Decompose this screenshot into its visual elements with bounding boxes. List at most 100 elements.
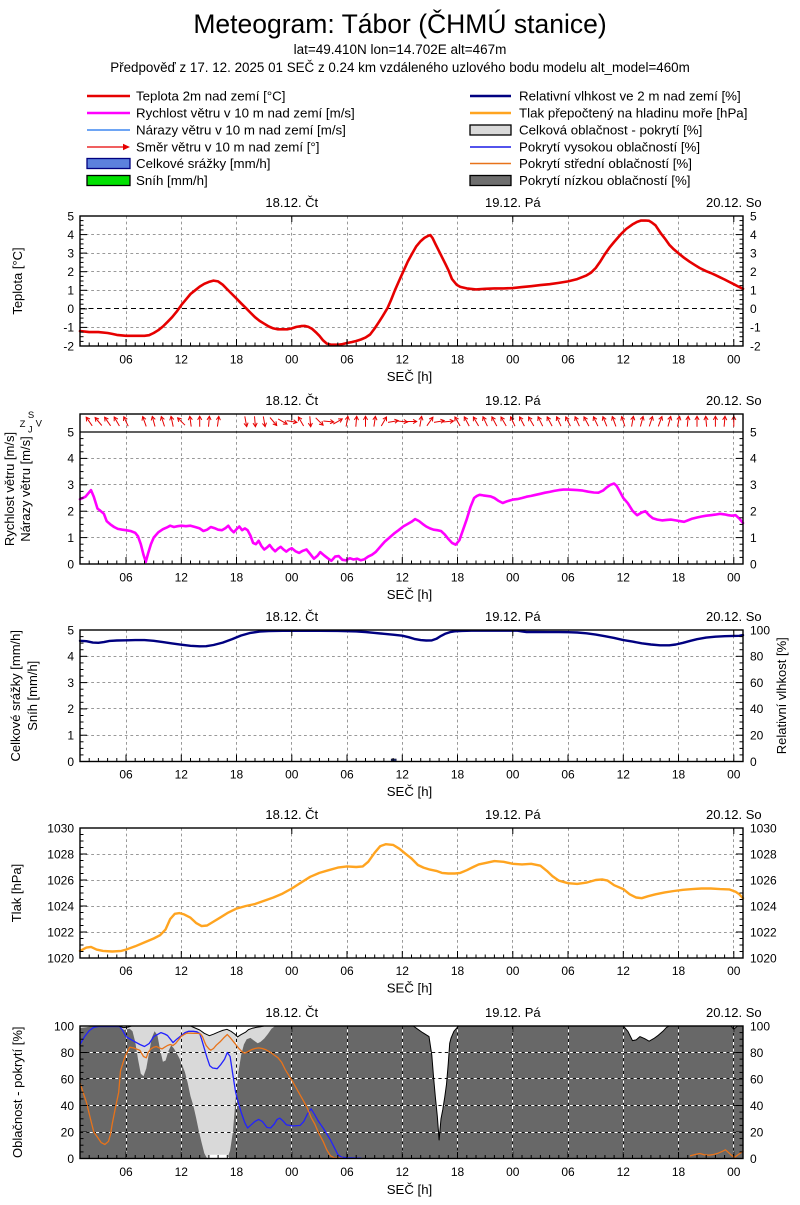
svg-text:1022: 1022 [750, 925, 777, 939]
svg-text:18: 18 [230, 353, 244, 367]
svg-text:60: 60 [750, 676, 764, 690]
svg-text:00: 00 [727, 1165, 741, 1179]
svg-text:2: 2 [67, 505, 74, 519]
svg-text:18.12. Čt: 18.12. Čt [265, 609, 318, 624]
svg-text:V: V [36, 419, 43, 430]
svg-text:Teplota [°C]: Teplota [°C] [10, 247, 25, 314]
svg-text:18: 18 [672, 964, 686, 978]
svg-text:06: 06 [119, 353, 133, 367]
svg-text:20.12. So: 20.12. So [706, 609, 762, 624]
svg-text:S: S [28, 410, 34, 421]
svg-text:00: 00 [285, 768, 299, 782]
svg-text:5: 5 [750, 209, 757, 223]
svg-text:Předpověď z 17. 12. 2025 01 SE: Předpověď z 17. 12. 2025 01 SEČ z 0.24 k… [110, 60, 690, 75]
svg-text:1026: 1026 [750, 873, 777, 887]
svg-text:Celkové srážky [mm/h]: Celkové srážky [mm/h] [8, 630, 23, 761]
svg-text:1: 1 [67, 531, 74, 545]
svg-text:12: 12 [396, 353, 410, 367]
svg-text:0: 0 [750, 302, 757, 316]
svg-text:Nárazy větru [m/s]: Nárazy větru [m/s] [18, 436, 33, 541]
svg-text:SEČ [h]: SEČ [h] [387, 587, 432, 602]
svg-text:4: 4 [750, 228, 757, 242]
svg-text:Pokrytí nízkou oblačností [%]: Pokrytí nízkou oblačností [%] [519, 173, 690, 188]
svg-text:18.12. Čt: 18.12. Čt [265, 393, 318, 408]
svg-text:06: 06 [561, 353, 575, 367]
svg-text:0: 0 [67, 557, 74, 571]
svg-text:100: 100 [750, 623, 770, 637]
svg-text:Rychlost větru [m/s]: Rychlost větru [m/s] [2, 432, 17, 546]
svg-text:80: 80 [61, 1046, 75, 1060]
svg-text:18: 18 [230, 964, 244, 978]
svg-text:0: 0 [67, 755, 74, 769]
svg-text:1022: 1022 [47, 925, 74, 939]
svg-text:18: 18 [672, 571, 686, 585]
svg-text:1030: 1030 [750, 821, 777, 835]
svg-text:5: 5 [750, 425, 757, 439]
svg-text:2: 2 [750, 265, 757, 279]
svg-text:0: 0 [67, 1152, 74, 1166]
svg-text:80: 80 [750, 1046, 764, 1060]
svg-text:00: 00 [727, 768, 741, 782]
svg-text:12: 12 [175, 571, 189, 585]
svg-text:00: 00 [285, 1165, 299, 1179]
svg-text:06: 06 [561, 768, 575, 782]
svg-text:00: 00 [506, 964, 520, 978]
svg-text:19.12. Pá: 19.12. Pá [485, 1005, 541, 1020]
svg-text:0: 0 [750, 1152, 757, 1166]
svg-text:100: 100 [750, 1019, 770, 1033]
svg-text:2: 2 [67, 702, 74, 716]
svg-text:06: 06 [340, 964, 354, 978]
svg-text:3: 3 [67, 246, 74, 260]
svg-text:3: 3 [67, 478, 74, 492]
svg-text:00: 00 [285, 353, 299, 367]
svg-text:06: 06 [561, 1165, 575, 1179]
svg-text:20.12. So: 20.12. So [706, 393, 762, 408]
svg-text:12: 12 [396, 964, 410, 978]
svg-text:06: 06 [340, 768, 354, 782]
svg-text:1: 1 [750, 531, 757, 545]
svg-text:lat=49.410N lon=14.702E alt=46: lat=49.410N lon=14.702E alt=467m [294, 42, 507, 57]
svg-text:18.12. Čt: 18.12. Čt [265, 807, 318, 822]
svg-text:Směr větru v 10 m nad zemí [°]: Směr větru v 10 m nad zemí [°] [136, 140, 319, 155]
svg-text:00: 00 [285, 571, 299, 585]
svg-text:06: 06 [561, 964, 575, 978]
svg-text:3: 3 [750, 246, 757, 260]
svg-text:-1: -1 [63, 321, 74, 335]
svg-text:SEČ [h]: SEČ [h] [387, 784, 432, 799]
svg-text:18: 18 [451, 353, 465, 367]
svg-text:Celková oblačnost - pokrytí [%: Celková oblačnost - pokrytí [%] [519, 123, 702, 138]
svg-text:5: 5 [67, 623, 74, 637]
svg-text:2: 2 [67, 265, 74, 279]
svg-text:12: 12 [617, 768, 631, 782]
svg-text:Relativní vlhkost [%]: Relativní vlhkost [%] [774, 637, 789, 754]
svg-text:SEČ [h]: SEČ [h] [387, 1182, 432, 1197]
svg-text:18: 18 [672, 353, 686, 367]
svg-text:2: 2 [750, 505, 757, 519]
svg-text:1028: 1028 [750, 847, 777, 861]
svg-text:1020: 1020 [47, 951, 74, 965]
svg-text:12: 12 [175, 353, 189, 367]
svg-text:1: 1 [67, 284, 74, 298]
svg-text:Nárazy větru v 10 m nad zemí [: Nárazy větru v 10 m nad zemí [m/s] [136, 123, 346, 138]
svg-text:20.12. So: 20.12. So [706, 1005, 762, 1020]
svg-text:Tlak přepočtený na hladinu moř: Tlak přepočtený na hladinu moře [hPa] [519, 106, 747, 121]
svg-text:1024: 1024 [47, 899, 74, 913]
svg-text:19.12. Pá: 19.12. Pá [485, 609, 541, 624]
svg-text:18: 18 [451, 571, 465, 585]
svg-text:06: 06 [340, 353, 354, 367]
svg-text:4: 4 [750, 452, 757, 466]
svg-text:4: 4 [67, 452, 74, 466]
svg-text:06: 06 [119, 571, 133, 585]
svg-text:12: 12 [396, 571, 410, 585]
svg-text:1026: 1026 [47, 873, 74, 887]
svg-text:4: 4 [67, 650, 74, 664]
svg-text:20: 20 [750, 1125, 764, 1139]
svg-text:18: 18 [230, 768, 244, 782]
svg-text:0: 0 [750, 755, 757, 769]
svg-text:18: 18 [451, 1165, 465, 1179]
svg-text:Oblačnost - pokrytí [%]: Oblačnost - pokrytí [%] [10, 1027, 25, 1159]
svg-text:06: 06 [119, 964, 133, 978]
svg-text:06: 06 [340, 571, 354, 585]
svg-text:20.12. So: 20.12. So [706, 195, 762, 210]
svg-text:00: 00 [727, 571, 741, 585]
